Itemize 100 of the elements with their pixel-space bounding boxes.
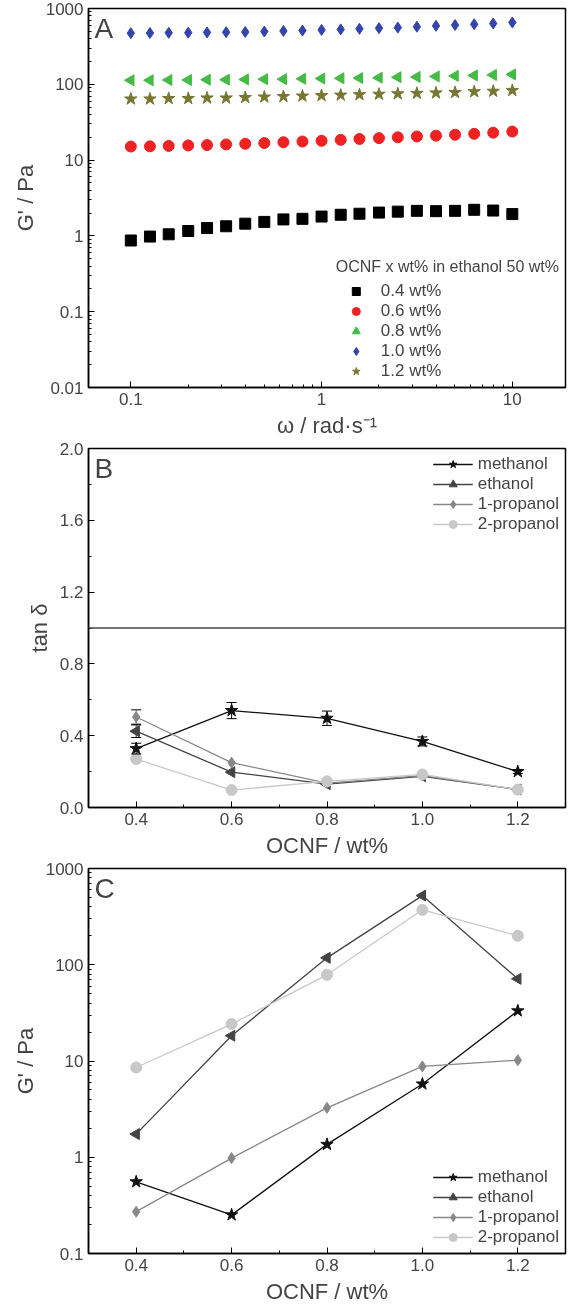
legend-label: 1-propanol xyxy=(477,1207,559,1227)
legend-label: methanol xyxy=(477,1167,548,1187)
point xyxy=(320,951,331,964)
point xyxy=(143,74,154,87)
point xyxy=(415,889,427,902)
point xyxy=(372,71,383,84)
legend-label: methanol xyxy=(477,454,548,474)
point xyxy=(334,88,348,101)
point xyxy=(143,230,156,243)
y-tick-label: 2.0 xyxy=(59,439,84,459)
point xyxy=(429,85,443,99)
point xyxy=(391,205,404,218)
point xyxy=(415,1076,430,1090)
point xyxy=(130,753,143,766)
point xyxy=(505,68,516,81)
x-tick-label: 0.6 xyxy=(219,809,244,829)
point xyxy=(320,1137,334,1151)
point xyxy=(277,213,290,226)
y-tick-label: 100 xyxy=(55,955,84,975)
point xyxy=(391,131,404,144)
point xyxy=(511,1003,525,1017)
point xyxy=(352,72,364,85)
point xyxy=(224,1207,239,1221)
point xyxy=(505,83,520,97)
point xyxy=(238,90,252,104)
point xyxy=(410,130,423,143)
point xyxy=(486,68,497,81)
legend-label: 2-propanol xyxy=(477,514,559,534)
point xyxy=(202,26,212,39)
point xyxy=(296,135,309,148)
point xyxy=(429,70,440,83)
y-axis-title: G' / Pa xyxy=(12,1026,38,1095)
x-tick-label: 1.0 xyxy=(410,809,435,829)
point xyxy=(276,73,288,86)
point xyxy=(430,129,442,142)
x-tick-label: 0.4 xyxy=(124,809,149,829)
point xyxy=(487,126,500,139)
annotation: A xyxy=(94,12,114,44)
point xyxy=(450,19,460,32)
legend-label: ethanol xyxy=(477,1187,534,1207)
y-tick-label: 0.4 xyxy=(59,726,84,746)
point xyxy=(314,72,326,85)
point xyxy=(334,208,347,221)
point xyxy=(333,72,345,85)
x-tick-label: 0.1 xyxy=(119,389,143,409)
point xyxy=(431,19,441,32)
point xyxy=(468,127,481,140)
y-tick-label: 1.2 xyxy=(59,583,84,603)
y-tick-label: 1 xyxy=(74,1148,84,1168)
point xyxy=(506,125,519,138)
point xyxy=(448,85,462,99)
point xyxy=(201,222,214,235)
point xyxy=(162,139,175,152)
point xyxy=(220,220,233,233)
y-tick-label: 0.01 xyxy=(50,378,84,398)
point xyxy=(487,204,500,217)
point xyxy=(162,91,176,105)
y-tick-label: 0.8 xyxy=(59,654,84,674)
y-tick-label: 0.0 xyxy=(59,798,84,818)
y-tick-label: 1.6 xyxy=(59,511,84,531)
y-axis-title: tan δ xyxy=(26,603,52,653)
point xyxy=(334,133,347,146)
legend-label: 0.8 wt% xyxy=(380,321,442,341)
point xyxy=(182,139,195,152)
point xyxy=(391,86,405,100)
x-tick-label: 10 xyxy=(502,389,522,409)
point xyxy=(124,234,137,247)
point xyxy=(129,1128,140,1141)
point xyxy=(374,22,384,35)
point xyxy=(277,136,290,149)
point xyxy=(143,91,157,105)
point xyxy=(486,84,500,97)
point xyxy=(225,1018,238,1031)
point xyxy=(161,73,173,86)
legend-label: 0.6 wt% xyxy=(380,301,442,321)
x-tick-label: 0.8 xyxy=(315,809,339,829)
point xyxy=(372,87,386,100)
point xyxy=(182,225,195,238)
point xyxy=(258,137,271,150)
point xyxy=(296,212,309,225)
legend-label: 0.4 wt% xyxy=(380,281,442,301)
y-tick-label: 1000 xyxy=(45,0,84,19)
point xyxy=(373,206,385,219)
point xyxy=(410,70,421,83)
point xyxy=(315,210,328,223)
point xyxy=(145,27,155,40)
point xyxy=(239,217,252,230)
point xyxy=(219,90,233,104)
x-axis-title: OCNF / wt% xyxy=(265,832,389,858)
y-axis-title: G' / Pa xyxy=(12,163,38,232)
annotation: B xyxy=(94,452,114,484)
annotation: C xyxy=(94,872,115,904)
point xyxy=(430,205,442,218)
point xyxy=(200,73,211,86)
point xyxy=(353,132,366,145)
point xyxy=(390,71,402,84)
point xyxy=(322,1101,332,1114)
legend-label: 1.0 wt% xyxy=(380,341,442,361)
point xyxy=(510,972,522,985)
point xyxy=(295,89,310,102)
